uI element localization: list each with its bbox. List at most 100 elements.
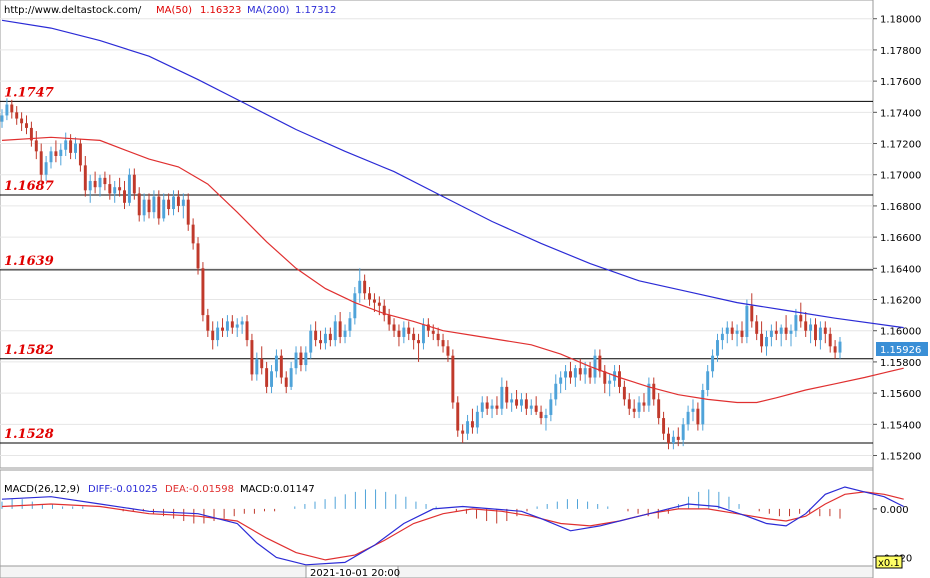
level-label: 1.1639 [4,254,54,269]
candle-body [637,402,641,412]
candle-body [152,196,156,213]
candle-body [686,411,690,425]
level-label: 1.1687 [4,179,54,194]
candle-body [838,341,842,353]
candle-body [814,324,817,341]
candle-body [833,346,837,353]
candle-body [407,327,411,334]
candle-body [260,358,264,369]
time-axis [0,565,874,578]
candle-body [559,377,563,384]
price-panel [0,0,874,469]
candle-body [201,268,205,316]
candle-body [181,199,185,206]
candle-body [191,224,195,244]
candle-body [593,355,597,378]
candle-body [755,321,759,334]
candle-body [25,123,28,128]
time-cursor-box [305,565,399,578]
candle-body [730,327,734,334]
candle-body [240,321,244,325]
candle-body [132,174,136,194]
zoom-badge[interactable] [875,555,903,569]
candle-body [789,330,793,334]
candle-body [270,371,274,387]
candle-body [608,380,612,384]
candle-body [568,371,572,378]
candle-body [711,355,715,372]
source-url[interactable]: http://www.deltastock.com/ [4,5,142,16]
current-price-tag [876,342,928,356]
price-axis[interactable]: 1.18000 1.17800 1.17600 1.17400 1.17200 1.170… [873,15,921,463]
candle-body [377,302,381,306]
candle-body [426,324,430,331]
candle-body [456,402,460,431]
level-label: 1.1747 [4,85,54,100]
candle-body [706,371,710,390]
candle-body [461,430,465,434]
macd-diff-label: DIFF:-0.01025 [88,484,158,495]
candle-body [10,104,14,113]
y-tick-label: 1.17200 [880,140,921,151]
y-tick-label: 1.16000 [880,327,921,338]
candle-body [716,340,719,356]
candles [0,98,842,450]
ma200-value: 1.17312 [295,5,336,16]
candle-body [564,371,568,378]
candle-body [279,355,283,378]
macd-diff-line [1,486,904,566]
candle-body [319,340,323,344]
candle-body [392,324,396,331]
candle-body [15,112,19,119]
candle-body [519,399,523,406]
candle-body [235,324,239,328]
candle-body [387,315,391,325]
candle-body [446,346,450,356]
candle-body [69,140,73,153]
candle-body [216,327,220,341]
candle-body [368,293,372,300]
candle-body [284,377,288,387]
candle-body [436,333,440,341]
candle-body [750,305,754,322]
candle-body [725,327,729,334]
candle-body [740,330,744,337]
candle-body [500,386,504,409]
candle-body [304,352,308,366]
candle-body [662,418,666,434]
candle-body [544,414,548,419]
macd-title: MACD(26,12,9) [4,484,80,495]
candle-body [397,330,401,337]
candle-body [784,327,788,334]
candle-body [20,118,24,124]
ma200-line [1,19,904,329]
candle-body [103,177,107,185]
candle-body [78,143,82,166]
candle-body [573,368,577,378]
y-tick-label: 1.17000 [880,171,921,182]
candle-body [64,140,68,150]
candle-body [402,327,406,337]
ma50-value: 1.16323 [200,5,241,16]
candle-body [245,321,249,341]
candle-body [162,199,166,219]
candle-body [647,383,651,406]
y-tick-label: 1.18000 [880,15,921,26]
y-tick-label: 1.15400 [880,420,921,431]
candle-body [314,330,318,341]
candle-body [652,383,656,400]
candle-body [299,352,303,366]
candle-body [823,327,827,334]
candle-body [480,402,484,412]
candle-body [196,243,200,269]
candle-body [309,330,313,353]
candle-body [676,436,680,440]
candle-body [88,180,92,191]
y-tick-label: 1.16200 [880,296,921,307]
candle-body [735,330,739,334]
moving-averages [1,19,904,404]
y-tick-label: 1.17600 [880,77,921,88]
candle-body [632,408,636,412]
